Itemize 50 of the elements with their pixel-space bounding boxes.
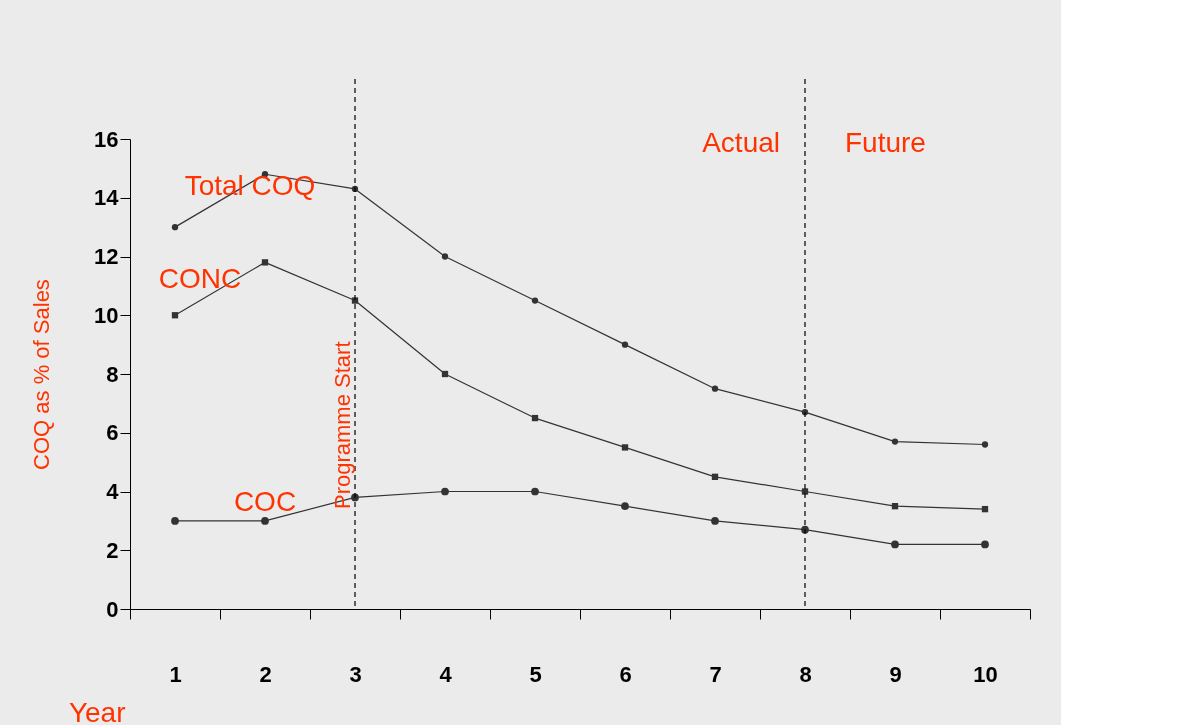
ref-line-label: Programme Start xyxy=(330,341,355,509)
y-axis-title: COQ as % of Sales xyxy=(29,279,55,470)
y-tick-label: 4 xyxy=(106,479,120,504)
x-tick-label: 4 xyxy=(439,661,453,687)
point xyxy=(711,517,719,525)
y-tick-label: 8 xyxy=(106,361,119,387)
point xyxy=(711,385,719,392)
x-axis-title: Year xyxy=(68,696,126,725)
point xyxy=(981,505,989,513)
point xyxy=(171,312,179,319)
y-tick-label: 14 xyxy=(94,185,120,211)
point xyxy=(531,297,539,304)
point xyxy=(891,503,899,510)
point xyxy=(441,253,449,260)
x-tick-label: 5 xyxy=(529,661,542,687)
x-tick-label: 3 xyxy=(349,661,362,687)
y-tick-label: 0 xyxy=(106,596,119,622)
point xyxy=(531,487,539,496)
y-tick-label: 6 xyxy=(106,420,119,446)
x-tick-label: 6 xyxy=(619,661,632,687)
x-tick-label: 9 xyxy=(889,661,902,687)
point xyxy=(261,259,269,266)
point xyxy=(441,370,449,378)
x-tick-label: 8 xyxy=(799,661,812,687)
x-tick-label: 10 xyxy=(973,661,998,687)
point xyxy=(171,517,179,525)
x-tick-label: 1 xyxy=(169,661,182,687)
point xyxy=(981,540,989,549)
point xyxy=(531,414,539,422)
series-label: CONC xyxy=(158,263,242,295)
point xyxy=(621,502,629,511)
point xyxy=(891,540,899,549)
y-tick-label: 12 xyxy=(94,244,119,269)
point xyxy=(171,223,179,231)
y-tick-label: 10 xyxy=(94,302,119,328)
x-tick-label: 2 xyxy=(259,661,272,687)
point xyxy=(981,441,989,448)
x-tick-label: 7 xyxy=(709,661,722,687)
series-label: Total COQ xyxy=(184,170,316,202)
y-tick-label: 2 xyxy=(106,537,119,563)
series-label: COC xyxy=(233,485,297,517)
annotation: Actual xyxy=(702,127,780,158)
point xyxy=(261,517,269,525)
point xyxy=(711,473,719,480)
point xyxy=(891,438,899,445)
annotation: Future xyxy=(845,127,926,158)
y-tick-label: 16 xyxy=(94,126,119,152)
point xyxy=(621,341,629,348)
point xyxy=(621,444,629,451)
point xyxy=(441,487,449,496)
